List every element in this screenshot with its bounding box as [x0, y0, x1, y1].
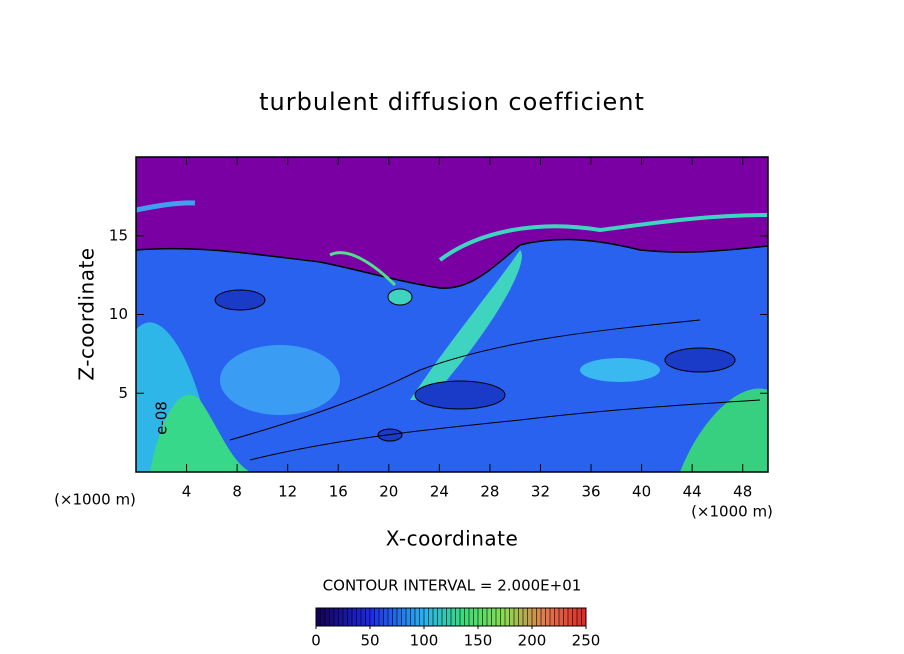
colorbar-cell: [563, 608, 568, 626]
colorbar-cell: [451, 608, 456, 626]
colorbar-cell: [410, 608, 415, 626]
colorbar-cell: [487, 608, 492, 626]
colorbar-cell: [464, 608, 469, 626]
colorbar-cell: [370, 608, 375, 626]
colorbar-cell: [401, 608, 406, 626]
colorbar-cell: [361, 608, 366, 626]
colorbar-cell: [505, 608, 510, 626]
x-unit-label: (×1000 m): [54, 491, 136, 509]
y-tick-label: 10: [109, 305, 128, 323]
x-tick-label: 16: [329, 483, 348, 501]
colorbar-cell: [541, 608, 546, 626]
colorbar-cell: [374, 608, 379, 626]
colorbar-cell: [383, 608, 388, 626]
x-unit-label: (×1000 m): [691, 503, 773, 521]
colorbar-cell: [388, 608, 393, 626]
colorbar-cell: [455, 608, 460, 626]
colorbar-cell: [478, 608, 483, 626]
colorbar-cell: [545, 608, 550, 626]
colorbar-cell: [532, 608, 537, 626]
y-tick-label: 5: [118, 384, 128, 402]
colorbar-cell: [365, 608, 370, 626]
field: [136, 157, 768, 472]
colorbar-cell: [469, 608, 474, 626]
colorbar-cell: [518, 608, 523, 626]
x-tick-label: 24: [430, 483, 449, 501]
colorbar-cell: [577, 608, 582, 626]
colorbar-cell: [338, 608, 343, 626]
colorbar-cell: [329, 608, 334, 626]
y-tick-label: 15: [109, 226, 128, 244]
colorbar-cell: [446, 608, 451, 626]
colorbar-cell: [527, 608, 532, 626]
colorbar-cell: [460, 608, 465, 626]
colorbar-cell: [347, 608, 352, 626]
colorbar-tick-label: 200: [518, 632, 547, 650]
colorbar-cell: [320, 608, 325, 626]
x-tick-label: 28: [480, 483, 499, 501]
colorbar-tick-label: 50: [360, 632, 379, 650]
colorbar-cell: [428, 608, 433, 626]
x-tick-label: 44: [683, 483, 702, 501]
colorbar-cell: [424, 608, 429, 626]
colorbar-cell: [397, 608, 402, 626]
colorbar-cell: [433, 608, 438, 626]
colorbar-tick-label: 150: [464, 632, 493, 650]
x-tick-label: 48: [733, 483, 752, 501]
x-tick-label: 8: [232, 483, 242, 501]
colorbar-cell: [316, 608, 321, 626]
x-tick-label: 4: [182, 483, 192, 501]
colorbar-tick-label: 0: [311, 632, 321, 650]
field-annotation: e-08: [153, 401, 171, 435]
x-tick-label: 32: [531, 483, 550, 501]
colorbar-cell: [536, 608, 541, 626]
colorbar-cell: [406, 608, 411, 626]
x-tick-label: 12: [278, 483, 297, 501]
colorbar-cell: [559, 608, 564, 626]
x-tick-label: 20: [379, 483, 398, 501]
colorbar-cell: [356, 608, 361, 626]
colorbar-cell: [581, 608, 586, 626]
colorbar-cell: [500, 608, 505, 626]
colorbar-cell: [343, 608, 348, 626]
colorbar-cell: [419, 608, 424, 626]
colorbar-cell: [550, 608, 555, 626]
colorbar-tick-label: 100: [410, 632, 439, 650]
colorbar-cell: [482, 608, 487, 626]
colorbar-frame: [315, 607, 587, 627]
colorbar-cell: [514, 608, 519, 626]
chart-title: turbulent diffusion coefficient: [259, 88, 645, 116]
colorbar-cell: [415, 608, 420, 626]
colorbar-cell: [473, 608, 478, 626]
colorbar-cell: [392, 608, 397, 626]
colorbar-cell: [379, 608, 384, 626]
colorbar-cell: [325, 608, 330, 626]
colorbar-cell: [442, 608, 447, 626]
colorbar-cell: [352, 608, 357, 626]
x-tick-label: 36: [581, 483, 600, 501]
colorbar-cell: [334, 608, 339, 626]
colorbar-cell: [523, 608, 528, 626]
contour-interval-label: CONTOUR INTERVAL = 2.000E+01: [323, 577, 582, 595]
colorbar-cell: [437, 608, 442, 626]
colorbar-tick-label: 250: [572, 632, 601, 650]
colorbar-cell: [509, 608, 514, 626]
y-axis-label: Z-coordinate: [75, 247, 99, 380]
colorbar-cell: [568, 608, 573, 626]
x-axis-label: X-coordinate: [386, 527, 519, 551]
colorbar-cell: [491, 608, 496, 626]
colorbar-cell: [554, 608, 559, 626]
x-tick-label: 40: [632, 483, 651, 501]
colorbar-cell: [572, 608, 577, 626]
colorbar-cell: [496, 608, 501, 626]
